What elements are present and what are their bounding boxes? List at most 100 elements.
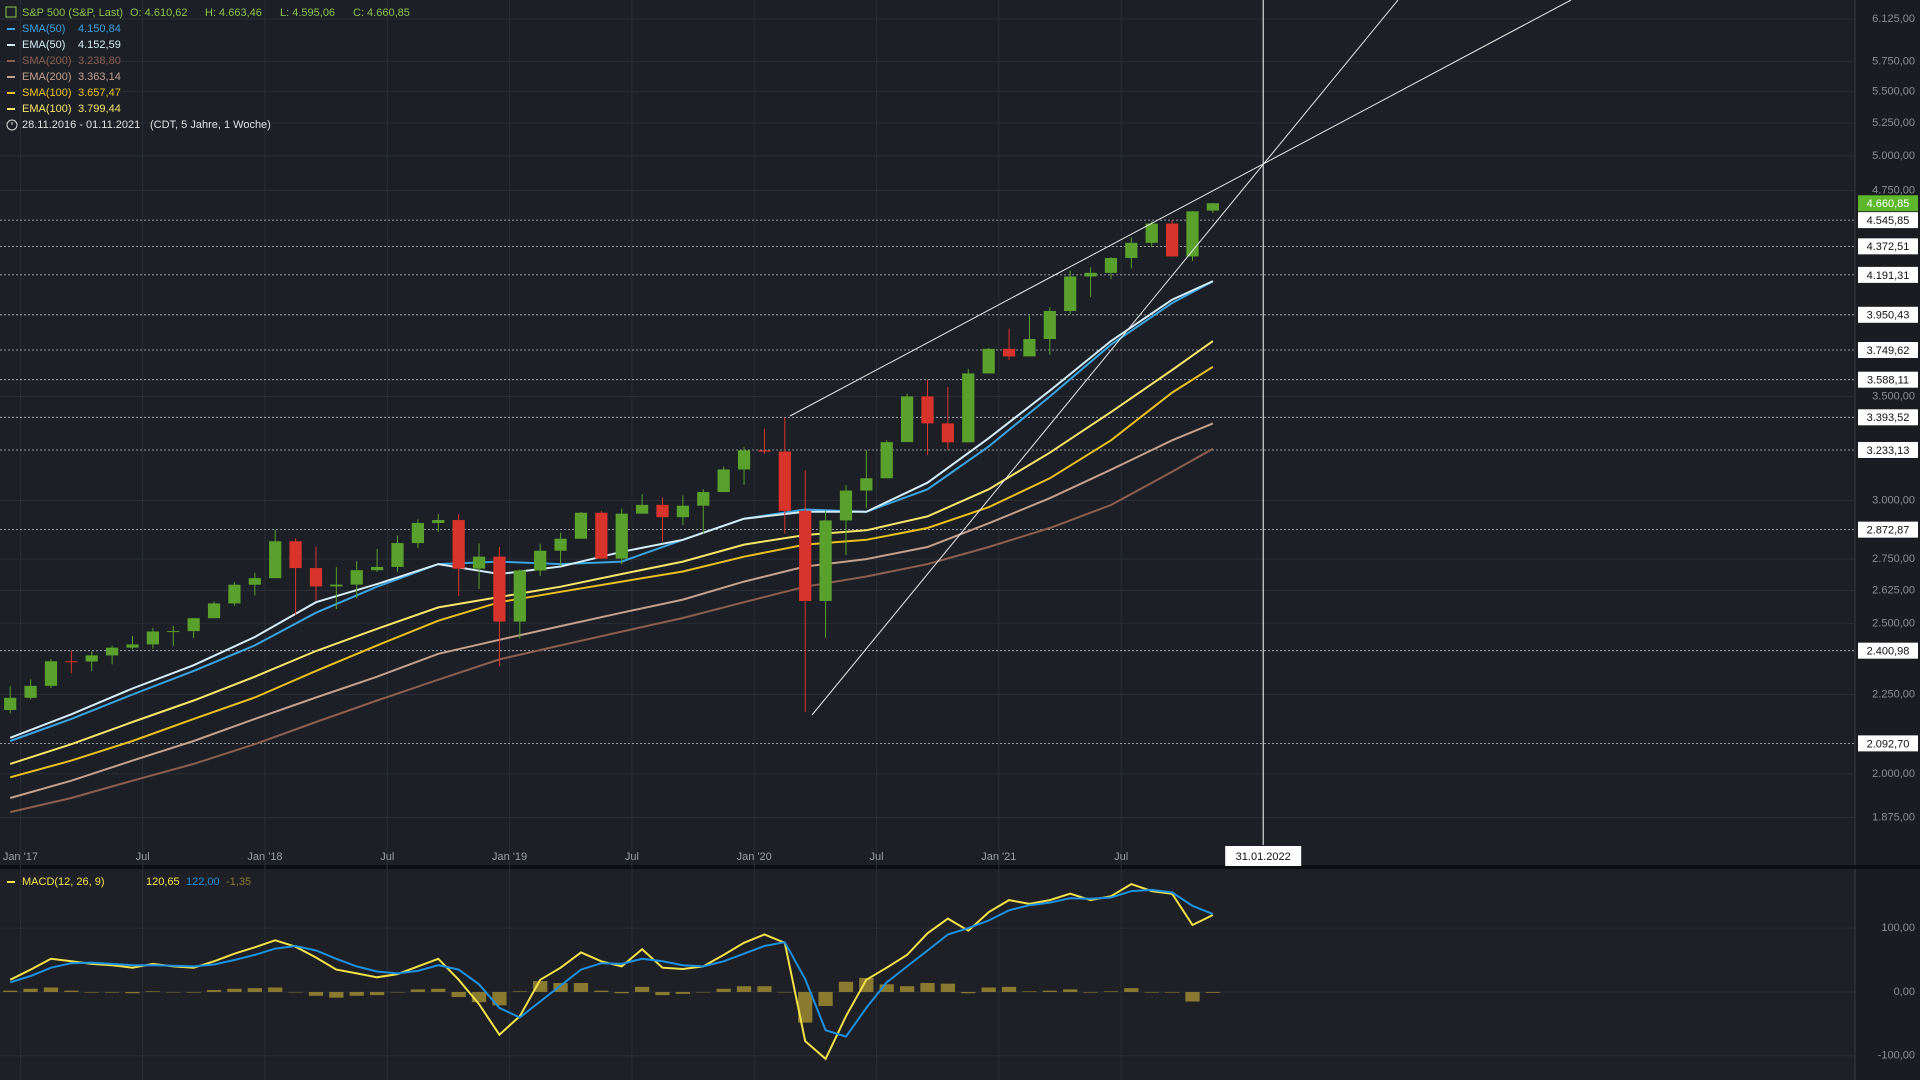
candle-body [248,578,261,585]
candle-body [65,661,78,663]
histogram-bar [329,991,344,998]
histogram-bar [777,991,792,993]
candle-body [941,423,954,443]
level-label-box [1858,642,1918,659]
ohlc-high: H: 4.663,46 [205,7,262,19]
histogram-bar [961,991,976,994]
candle-body [391,543,404,567]
histogram-bar [247,988,262,992]
candle-body [860,478,873,491]
legend-value: 3.657,47 [78,87,121,99]
macd-line [9,888,1214,1038]
histogram-bar [451,991,466,998]
histogram-bar [125,991,140,994]
trend-line[interactable] [789,0,1572,417]
legend-name: SMA(200) [22,55,72,67]
y-tick-label: 5.000,00 [1872,150,1915,162]
y-tick-label: -100,00 [1878,1050,1915,1062]
candle-body [472,556,486,569]
y-tick-label: 2.500,00 [1872,617,1915,629]
candle-body [901,396,914,443]
candle-body [595,512,608,559]
candle-body [4,697,17,711]
candle-body [24,685,37,698]
candle-body [636,504,649,514]
histogram-bar [920,983,935,992]
histogram-bar [981,987,996,992]
x-tick-label: Jul [380,851,394,863]
histogram-bar [492,991,507,1006]
histogram-bar [308,991,324,996]
legend-name: SMA(100) [22,87,72,99]
candle-body [493,556,506,622]
ohlc-close: C: 4.660,85 [353,7,410,19]
histogram-bar [1083,991,1098,993]
candle-body [432,520,445,523]
candle-body [737,450,751,470]
candle-body [1166,223,1179,257]
histogram-bar [1185,991,1200,1002]
candle-body [1084,272,1097,277]
histogram-bar [655,991,670,996]
level-label: 4.372,51 [1867,241,1910,253]
y-tick-label: 3.000,00 [1872,494,1915,506]
level-label: 3.749,62 [1867,345,1910,357]
moving-average-line [9,447,1214,814]
pane-separator [0,865,1920,869]
y-tick-label: 2.750,00 [1872,553,1915,565]
candle-body [1064,276,1077,311]
axis-panel [1855,0,1920,1080]
histogram-bar [64,990,79,992]
candle-body [1206,203,1219,211]
date-range: 28.11.2016 - 01.11.2021 [22,119,140,131]
moving-average-line [9,365,1214,779]
y-tick-label: 5.500,00 [1872,86,1915,98]
candle-body [758,450,771,452]
legend-name: EMA(50) [22,39,65,51]
candle-body [228,584,241,604]
histogram-bar [553,983,568,992]
candle-body [371,566,384,571]
legend-value: -1,35 [226,876,251,888]
candle-body [187,618,200,632]
histogram-bar [1001,986,1017,992]
moving-average-line [9,340,1214,765]
histogram-bar [838,981,854,992]
legend-value: 4.150,84 [78,23,121,35]
legend-value: 120,65 [146,876,180,888]
histogram-bar [390,991,405,993]
level-label: 4.545,85 [1867,215,1910,227]
histogram-bar [716,988,731,992]
candle-body [1104,258,1118,273]
histogram-bar [818,991,833,1006]
histogram-bar [696,991,711,993]
range-note: (CDT, 5 Jahre, 1 Woche) [150,119,271,131]
candle-body [146,631,159,645]
histogram-bar [431,988,446,992]
histogram-bar [614,991,629,994]
moving-average-line [9,422,1214,799]
histogram-bar [3,990,18,992]
last-price-box [1858,195,1918,212]
candle-body [452,520,465,569]
legend: S&P 500 (S&P, Last) O: 4.610,62 H: 4.663… [5,6,410,131]
candle-body [167,631,180,633]
legend-value: 122,00 [186,876,220,888]
candle-body [717,469,730,493]
candle-body [1125,242,1138,259]
candle-body [880,442,893,479]
histogram-bar [512,991,527,992]
y-tick-label: 3.500,00 [1872,390,1915,402]
x-tick-label: Jul [625,851,639,863]
y-tick-label: 4.750,00 [1872,184,1915,196]
x-tick-label: Jul [136,851,150,863]
clock-icon [6,119,18,131]
candle-body [269,541,282,579]
histogram-bar [1144,991,1159,993]
candle-body [778,451,791,511]
trend-line[interactable] [811,0,1399,716]
histogram-bar [84,991,99,993]
candle-body [1043,310,1056,340]
candle-body [1002,348,1016,357]
macd-background [0,870,1855,1080]
